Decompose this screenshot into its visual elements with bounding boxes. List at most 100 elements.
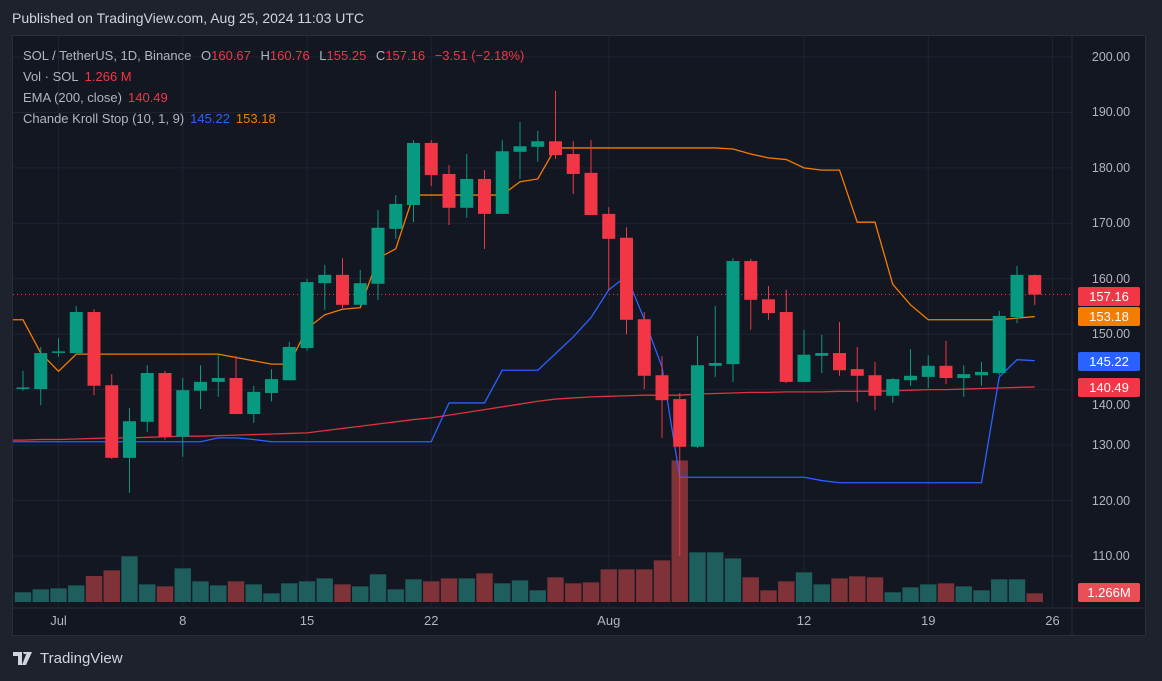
candle-body xyxy=(87,312,101,386)
volume-bar xyxy=(334,584,351,602)
candle-body xyxy=(726,261,740,365)
volume-bar xyxy=(32,589,49,602)
volume-bar xyxy=(352,586,369,602)
volume-bar xyxy=(618,569,635,602)
candle-body xyxy=(229,377,243,415)
grid xyxy=(13,36,1071,607)
candle-body xyxy=(69,312,83,354)
candle-body xyxy=(975,371,988,376)
candle-body xyxy=(957,374,971,378)
candle-body xyxy=(655,375,669,401)
volume-bar xyxy=(511,580,529,602)
volume-bar xyxy=(813,584,830,602)
volume-bar xyxy=(955,586,972,602)
time-tick-label: 8 xyxy=(179,613,187,628)
volume-bar xyxy=(529,590,546,602)
candle-body xyxy=(282,346,296,381)
candle-body xyxy=(744,261,758,300)
price-tick-label: 200.00 xyxy=(1091,50,1131,64)
volume-bar xyxy=(937,583,955,602)
volume-bar xyxy=(653,560,671,602)
symbol-title[interactable]: SOL / TetherUS, 1D, Binance xyxy=(23,48,192,63)
volume-label[interactable]: Vol · SOL xyxy=(23,69,79,84)
volume-bar xyxy=(778,581,795,602)
low-value: 155.25 xyxy=(326,48,367,63)
chart-pane[interactable] xyxy=(12,35,1146,636)
candle-body xyxy=(531,141,545,147)
candle-body xyxy=(815,353,829,356)
cks-short-value: 153.18 xyxy=(235,111,276,126)
volume-bar xyxy=(103,570,120,602)
volume-bar xyxy=(795,572,813,602)
volume-bar xyxy=(227,581,245,602)
volume-bar xyxy=(494,583,511,602)
candle-body xyxy=(637,319,651,376)
volume-bars xyxy=(14,460,1043,602)
open-value: 160.67 xyxy=(211,48,251,63)
candle-body xyxy=(105,385,119,458)
volume-bar xyxy=(476,573,493,602)
volume-bar xyxy=(866,577,884,602)
candle-body xyxy=(318,274,332,284)
volume-bar xyxy=(742,577,759,602)
candle-body xyxy=(1010,274,1024,318)
candle-body xyxy=(336,274,349,305)
candle-body xyxy=(886,379,900,396)
ema-label[interactable]: EMA (200, close) xyxy=(23,90,122,105)
volume-bar xyxy=(707,552,724,602)
volume-bar xyxy=(298,581,316,602)
price-tick-label: 180.00 xyxy=(1091,160,1131,175)
price-tick-label: 150.00 xyxy=(1091,327,1131,342)
volume-bar xyxy=(565,583,582,602)
volume-bar xyxy=(1008,579,1026,602)
candle-body xyxy=(495,151,509,214)
candle-body xyxy=(1028,275,1042,295)
volume-bar xyxy=(884,592,901,602)
volume-bar xyxy=(263,593,280,602)
volume-bar xyxy=(156,586,174,602)
candle-body xyxy=(708,363,722,366)
candle-body xyxy=(939,365,953,378)
ema-value: 140.49 xyxy=(128,90,168,105)
volume-bar xyxy=(192,581,209,602)
volume-bar xyxy=(423,581,440,602)
legend: SOL / TetherUS, 1D, Binance O160.67 H160… xyxy=(23,45,524,129)
tradingview-logo[interactable]: TradingView xyxy=(13,650,123,667)
volume-bar xyxy=(440,578,458,602)
candle-body xyxy=(52,351,65,353)
volume-bar xyxy=(831,578,848,602)
price-tick-label: 110.00 xyxy=(1092,548,1130,563)
close-label: C xyxy=(375,48,386,63)
candle-body xyxy=(300,282,314,349)
candle-body xyxy=(194,381,207,391)
candle-body xyxy=(460,178,474,208)
candle-body xyxy=(424,142,438,176)
tradingview-logo-icon xyxy=(13,651,32,665)
legend-cks-row: Chande Kroll Stop (10, 1, 9) 145.22 153.18 xyxy=(23,108,524,129)
volume-bar xyxy=(689,552,706,602)
candle-body xyxy=(211,377,225,382)
candle-body xyxy=(904,375,917,381)
published-caption: Published on TradingView.com, Aug 25, 20… xyxy=(12,10,365,26)
candles xyxy=(16,90,1042,556)
price-tick-label: 160.00 xyxy=(1091,271,1131,286)
cks-label[interactable]: Chande Kroll Stop (10, 1, 9) xyxy=(23,111,185,126)
volume-bar xyxy=(636,569,653,602)
volume-bar xyxy=(760,590,777,602)
volume-bar xyxy=(139,584,156,602)
cks-short-badge: 153.18 xyxy=(1078,307,1140,326)
cks-short-line xyxy=(13,147,1035,373)
volume-bar xyxy=(458,578,475,602)
volume-bar xyxy=(50,588,67,602)
volume-bar xyxy=(902,587,919,602)
candle-body xyxy=(833,353,846,371)
candle-body xyxy=(123,421,136,458)
time-tick-label: 19 xyxy=(921,613,936,628)
price-tick-label: 120.00 xyxy=(1091,493,1131,508)
logo-text: TradingView xyxy=(40,650,123,667)
price-tick-label: 170.00 xyxy=(1091,216,1131,231)
candle-body xyxy=(566,154,580,174)
candle-body xyxy=(34,353,48,390)
legend-volume-row: Vol · SOL 1.266 M xyxy=(23,66,524,87)
